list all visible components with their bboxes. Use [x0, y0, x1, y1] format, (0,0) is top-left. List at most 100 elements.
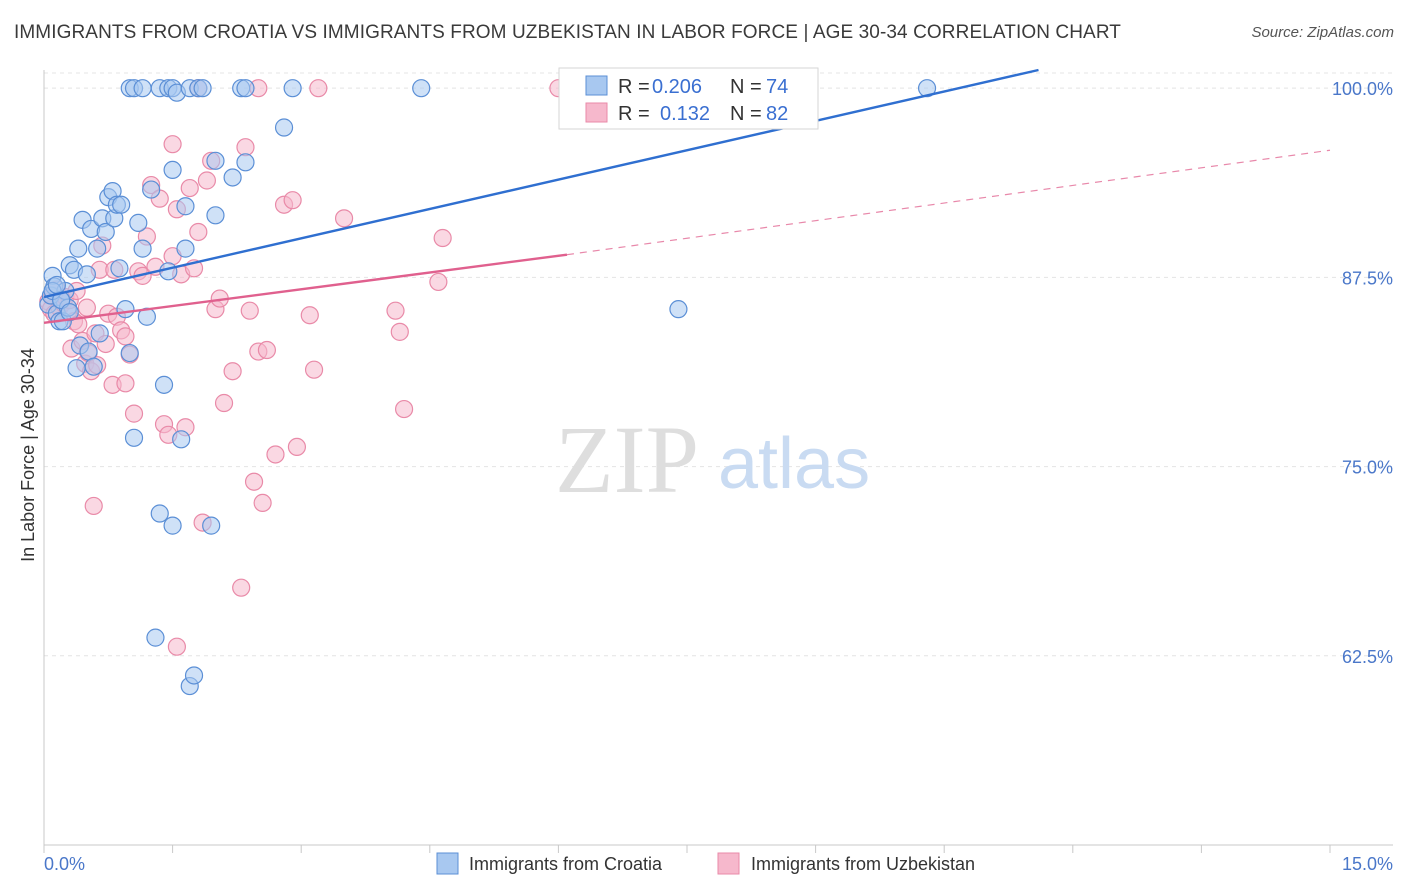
croatia-point-49: [206, 206, 225, 225]
croatia-point-13: [69, 239, 88, 258]
bottom-legend: Immigrants from Croatia Immigrants from …: [436, 852, 975, 875]
watermark-atlas: atlas: [718, 424, 870, 504]
croatia-point-44: [176, 197, 195, 216]
croatia-point-47: [184, 666, 204, 685]
croatia-point-73: [47, 275, 66, 295]
uzbekistan-point-71: [386, 301, 405, 320]
uzbekistan-point-57: [232, 578, 251, 597]
uzbekistan-point-55: [214, 393, 234, 413]
uzbekistan-point-79: [309, 79, 328, 98]
croatia-point-53: [236, 79, 255, 98]
stats-n-label-croatia: N =: [730, 76, 762, 98]
croatia-point-17: [79, 342, 98, 361]
uzbekistan-point-17: [77, 298, 96, 317]
uzbekistan-point-56: [223, 362, 242, 381]
croatia-point-28: [110, 259, 129, 278]
stats-r-label-uzbekistan: R =: [618, 103, 650, 125]
uzbekistan-point-68: [300, 306, 319, 325]
croatia-point-50: [206, 151, 225, 170]
croatia-point-59: [133, 79, 152, 98]
uzbekistan-point-31: [116, 327, 135, 346]
legend-swatch-uzbekistan: [717, 852, 740, 875]
croatia-point-23: [96, 222, 115, 242]
croatia-point-42: [163, 516, 182, 535]
y-tick-label-0: 100.0%: [1332, 79, 1393, 99]
stats-legend-swatch-croatia: [585, 75, 608, 96]
stats-n-value-croatia: 74: [766, 76, 788, 98]
uzbekistan-point-64: [266, 445, 285, 464]
legend-label-croatia: Immigrants from Croatia: [469, 854, 663, 874]
stats-r-value-croatia: 0.206: [652, 76, 702, 98]
croatia-point-12: [67, 359, 86, 378]
croatia-point-67: [412, 79, 431, 98]
uzbekistan-point-59: [240, 301, 259, 320]
stats-r-label-croatia: R =: [618, 76, 650, 98]
uzbekistan-point-58: [236, 138, 255, 157]
y-tick-label-1: 87.5%: [1342, 268, 1393, 288]
x-tick-label-0: 0.0%: [44, 854, 85, 874]
uzbekistan-point-76: [163, 135, 182, 154]
croatia-point-72: [60, 303, 79, 322]
croatia-point-41: [163, 160, 182, 180]
croatia-point-38: [150, 504, 169, 523]
stats-legend-swatch-uzbekistan: [585, 102, 608, 123]
uzbekistan-point-49: [189, 222, 208, 242]
croatia-point-40: [159, 262, 178, 281]
croatia-point-66: [193, 79, 212, 98]
x-tick-labels: 0.0% 15.0%: [44, 854, 1393, 874]
trend-line-uzbekistan: [43, 253, 568, 324]
series-uzbekistan-points: [39, 79, 568, 656]
stats-n-value-uzbekistan: 82: [766, 103, 788, 125]
croatia-point-32: [124, 428, 144, 447]
x-tick-label-1: 15.0%: [1342, 854, 1393, 874]
uzbekistan-point-66: [283, 191, 302, 210]
croatia-point-19: [84, 357, 103, 376]
croatia-point-51: [223, 168, 242, 187]
uzbekistan-point-34: [124, 404, 144, 423]
uzbekistan-point-44: [167, 637, 186, 656]
croatia-point-68: [669, 300, 688, 319]
uzbekistan-point-75: [433, 228, 452, 248]
trend-lines: [43, 68, 1331, 324]
uzbekistan-point-51: [197, 171, 216, 190]
trend-line-croatia: [43, 68, 1039, 299]
croatia-point-21: [90, 324, 109, 343]
croatia-point-37: [146, 628, 165, 647]
uzbekistan-point-72: [390, 322, 409, 341]
y-tick-label-3: 62.5%: [1342, 647, 1393, 667]
uzbekistan-point-47: [180, 178, 199, 198]
uzbekistan-point-69: [304, 360, 324, 379]
uzbekistan-point-63: [257, 340, 277, 360]
stats-n-label-uzbekistan: N =: [730, 103, 762, 125]
series-croatia-points: [39, 79, 937, 696]
legend-label-uzbekistan: Immigrants from Uzbekistan: [751, 854, 975, 874]
chart-title: IMMIGRANTS FROM CROATIA VS IMMIGRANTS FR…: [14, 22, 1122, 43]
y-tick-label-2: 75.0%: [1342, 458, 1393, 478]
croatia-point-55: [274, 118, 294, 137]
uzbekistan-point-73: [394, 399, 414, 419]
watermark-zip: ZIP: [555, 406, 699, 513]
trend-line-uzbekistan-extension: [566, 149, 1331, 256]
uzbekistan-point-20: [84, 496, 103, 516]
croatia-point-36: [142, 180, 161, 199]
croatia-point-34: [133, 239, 152, 258]
legend-swatch-croatia: [436, 852, 459, 875]
uzbekistan-point-70: [334, 209, 354, 228]
croatia-point-48: [202, 516, 221, 535]
croatia-point-33: [129, 213, 148, 232]
uzbekistan-point-60: [244, 472, 264, 491]
croatia-point-56: [283, 79, 302, 98]
uzbekistan-point-62: [253, 493, 272, 513]
croatia-point-29: [112, 195, 131, 214]
stats-r-value-uzbekistan: 0.132: [660, 103, 710, 125]
y-tick-labels: 100.0% 87.5% 75.0% 62.5%: [1332, 79, 1393, 667]
source-label: Source: ZipAtlas.com: [1251, 24, 1394, 41]
uzbekistan-point-74: [429, 272, 448, 292]
stats-legend: R = 0.206 N = 74 R = 0.132 N = 82: [558, 67, 819, 130]
croatia-point-16: [77, 265, 96, 284]
watermark: ZIP atlas: [555, 406, 870, 513]
croatia-point-45: [176, 239, 195, 258]
croatia-point-39: [154, 375, 174, 394]
y-axis-label: In Labor Force | Age 30-34: [18, 348, 38, 562]
